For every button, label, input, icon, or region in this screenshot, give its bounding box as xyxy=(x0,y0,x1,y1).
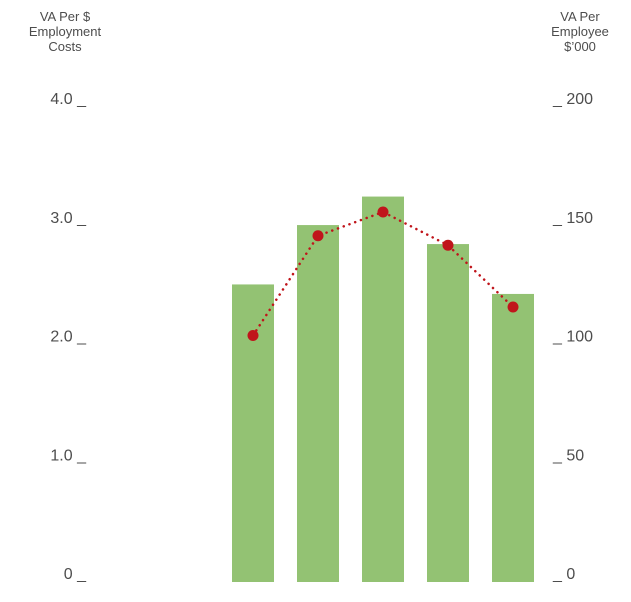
left-tick-label: 4.0 _ xyxy=(50,91,87,108)
left-axis-title-line: VA Per $ xyxy=(39,9,91,24)
data-point xyxy=(247,330,259,341)
data-point xyxy=(507,301,519,313)
bar xyxy=(427,244,469,582)
bar xyxy=(297,225,339,582)
right-tick-label: _ 50 xyxy=(552,447,584,464)
right-tick-label: _ 0 xyxy=(552,566,575,583)
bar xyxy=(232,284,274,582)
right-axis-title: VA Per Employee $’000 xyxy=(530,9,630,54)
right-axis-title-line: VA Per xyxy=(560,9,600,24)
left-axis-title-line: Employment xyxy=(28,24,102,39)
right-axis-title-line: $’000 xyxy=(564,39,596,54)
data-point xyxy=(312,230,324,242)
right-axis-title-line: Employee xyxy=(551,24,609,39)
bar xyxy=(362,196,404,582)
bar xyxy=(492,293,534,582)
left-tick-label: 0 _ xyxy=(64,566,87,583)
left-tick-label: 2.0 _ xyxy=(50,329,87,346)
right-tick-label: _ 150 xyxy=(552,210,593,227)
left-tick-label: 3.0 _ xyxy=(50,210,87,227)
data-point xyxy=(377,206,389,218)
left-axis-title: VA Per $ Employment Costs xyxy=(10,9,120,54)
left-axis-title-line: Costs xyxy=(48,39,82,54)
right-tick-label: _ 200 xyxy=(552,91,593,108)
right-tick-label: _ 100 xyxy=(552,329,593,346)
data-point xyxy=(442,239,454,251)
left-tick-label: 1.0 _ xyxy=(50,447,87,464)
